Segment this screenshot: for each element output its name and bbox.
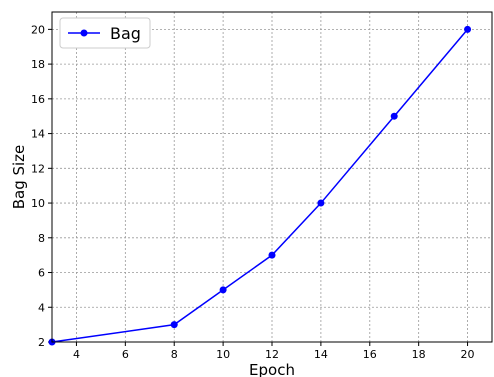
legend: Bag xyxy=(59,17,151,49)
x-tick-label: 20 xyxy=(461,348,475,361)
series-line-bag xyxy=(51,28,469,343)
y-axis-label: Bag Size xyxy=(10,145,28,210)
x-tick-label: 6 xyxy=(122,348,129,361)
data-point xyxy=(390,112,398,120)
y-tick-label: 6 xyxy=(38,267,45,280)
x-tick-label: 18 xyxy=(412,348,426,361)
y-tick-label: 8 xyxy=(38,232,45,245)
x-tick-label: 14 xyxy=(314,348,328,361)
y-tick-label: 20 xyxy=(31,23,45,36)
data-point xyxy=(170,321,178,329)
x-axis-ticks: 4 6 8 10 12 14 16 18 20 xyxy=(73,342,475,361)
plot-frame xyxy=(51,11,493,343)
x-tick-label: 16 xyxy=(363,348,377,361)
x-axis-label: Epoch xyxy=(249,361,295,377)
series-layer xyxy=(48,25,472,346)
y-axis-ticks: 2 4 6 8 10 12 14 16 18 20 xyxy=(31,23,52,349)
x-tick-label: 10 xyxy=(216,348,230,361)
y-tick-label: 16 xyxy=(31,93,45,106)
legend-label-bag: Bag xyxy=(110,24,141,43)
legend-box xyxy=(59,17,151,49)
y-tick-label: 18 xyxy=(31,58,45,71)
legend-marker xyxy=(80,29,88,37)
y-tick-label: 2 xyxy=(38,336,45,349)
data-point xyxy=(464,25,472,33)
y-tick-label: 4 xyxy=(38,301,45,314)
data-point xyxy=(219,286,227,294)
x-tick-label: 8 xyxy=(171,348,178,361)
y-tick-label: 12 xyxy=(31,162,45,175)
y-tick-label: 10 xyxy=(31,197,45,210)
x-tick-label: 4 xyxy=(73,348,80,361)
y-tick-label: 14 xyxy=(31,128,45,141)
data-point xyxy=(268,251,276,259)
data-point xyxy=(317,199,325,207)
grid-lines xyxy=(52,12,492,343)
x-tick-label: 12 xyxy=(265,348,279,361)
